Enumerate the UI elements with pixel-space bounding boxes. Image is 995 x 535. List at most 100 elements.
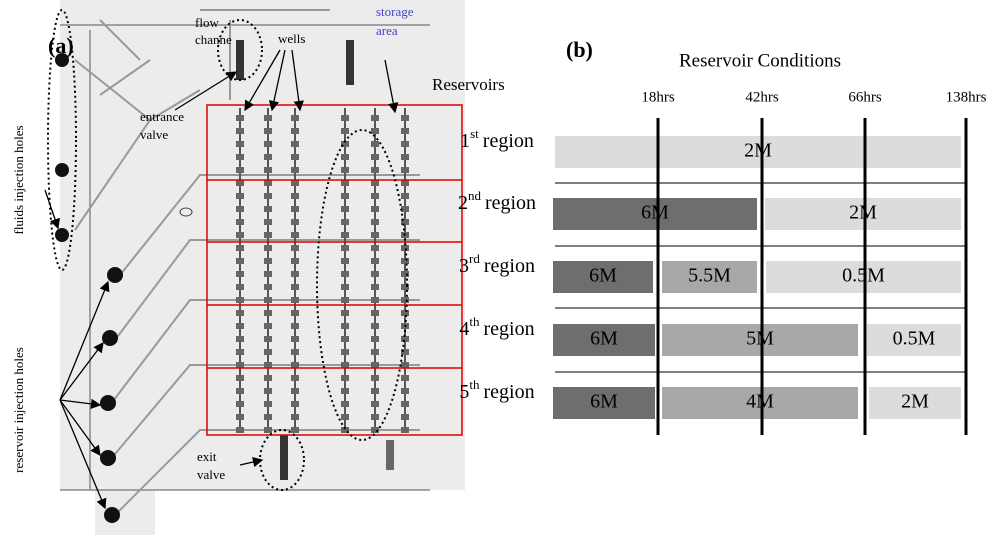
well	[291, 180, 299, 186]
well	[371, 336, 379, 342]
well	[371, 375, 379, 381]
well	[291, 310, 299, 316]
well	[291, 375, 299, 381]
region-number: 4	[459, 318, 469, 340]
condition-label: 6M	[589, 265, 617, 287]
time-label: 18hrs	[641, 89, 674, 105]
well	[371, 245, 379, 251]
well	[264, 128, 272, 134]
annotation: valve	[140, 127, 168, 142]
well	[401, 258, 409, 264]
well	[264, 180, 272, 186]
well	[371, 349, 379, 355]
region-suffix: rd	[469, 251, 480, 266]
well	[371, 219, 379, 225]
well	[291, 336, 299, 342]
well	[236, 375, 244, 381]
well	[264, 167, 272, 173]
well	[236, 271, 244, 277]
well	[371, 141, 379, 147]
well	[371, 362, 379, 368]
well	[291, 219, 299, 225]
well	[291, 141, 299, 147]
well	[371, 414, 379, 420]
well	[236, 128, 244, 134]
well	[291, 362, 299, 368]
annotation: area	[376, 23, 398, 38]
well	[236, 297, 244, 303]
well	[236, 219, 244, 225]
well	[236, 245, 244, 251]
condition-label: 2M	[849, 202, 877, 224]
well	[291, 414, 299, 420]
region-word: region	[483, 130, 534, 152]
well	[401, 297, 409, 303]
well	[401, 401, 409, 407]
well	[264, 388, 272, 394]
region-word: region	[484, 318, 535, 340]
panel-title: Reservoir Conditions	[679, 50, 841, 71]
well	[236, 310, 244, 316]
well	[264, 258, 272, 264]
figure: (a) flow channe wells storage area Reser…	[0, 0, 995, 535]
well	[236, 258, 244, 264]
well	[371, 271, 379, 277]
well	[236, 388, 244, 394]
well	[341, 414, 349, 420]
well	[291, 193, 299, 199]
region-word: region	[484, 255, 535, 277]
well	[401, 427, 409, 433]
well	[401, 310, 409, 316]
well	[264, 414, 272, 420]
well	[291, 258, 299, 264]
annotation: valve	[197, 467, 225, 482]
well	[401, 167, 409, 173]
panel-label: (b)	[566, 37, 593, 62]
well	[371, 427, 379, 433]
well	[371, 401, 379, 407]
well	[236, 362, 244, 368]
well	[264, 297, 272, 303]
region-number: 3	[459, 255, 469, 277]
condition-label: 4M	[746, 391, 774, 413]
region-suffix: th	[469, 377, 480, 392]
well	[264, 349, 272, 355]
time-label: 138hrs	[946, 89, 987, 105]
well	[401, 375, 409, 381]
well	[236, 206, 244, 212]
region-label: 4th region	[459, 314, 534, 340]
well	[264, 232, 272, 238]
well	[236, 154, 244, 160]
well	[341, 323, 349, 329]
well	[371, 193, 379, 199]
condition-label: 5M	[746, 328, 774, 350]
well	[401, 362, 409, 368]
well	[401, 128, 409, 134]
well	[371, 167, 379, 173]
annotation: wells	[278, 31, 305, 46]
well	[401, 154, 409, 160]
well	[371, 388, 379, 394]
region-number: 2	[458, 192, 468, 214]
well	[341, 232, 349, 238]
annotation: entrance	[140, 109, 184, 124]
well	[371, 323, 379, 329]
well	[264, 154, 272, 160]
well	[236, 232, 244, 238]
well	[371, 310, 379, 316]
well	[401, 388, 409, 394]
well	[236, 414, 244, 420]
well	[341, 362, 349, 368]
time-label: 42hrs	[745, 89, 778, 105]
well	[264, 206, 272, 212]
region-label: 3rd region	[459, 251, 535, 277]
region-number: 1	[460, 130, 470, 152]
well	[371, 206, 379, 212]
well	[371, 232, 379, 238]
well	[264, 219, 272, 225]
region-suffix: th	[469, 314, 480, 329]
well	[236, 115, 244, 121]
annotation: Reservoirs	[432, 75, 505, 94]
well	[341, 193, 349, 199]
